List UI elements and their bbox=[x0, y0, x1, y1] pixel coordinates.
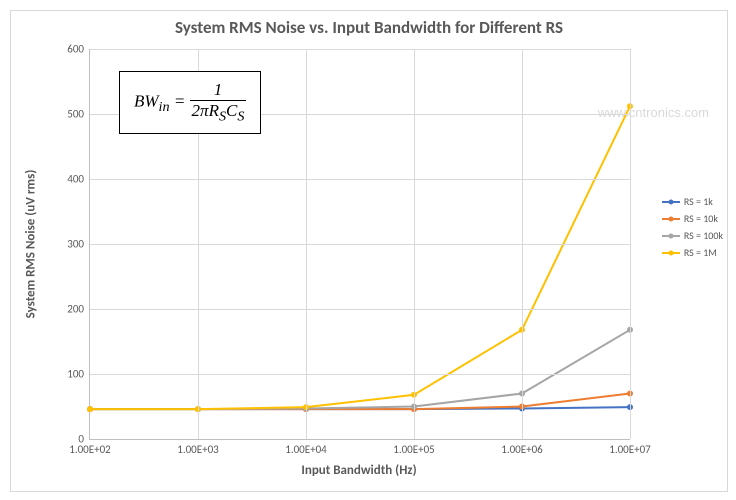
legend: RS = 1k RS = 10k RS = 100k RS = 1M bbox=[662, 191, 723, 263]
formula-fraction: 12πRSCS bbox=[190, 80, 247, 125]
legend-item: RS = 100k bbox=[662, 229, 723, 242]
x-tick: 1.00E+03 bbox=[177, 443, 219, 456]
x-tick: 1.00E+07 bbox=[609, 443, 651, 456]
y-tick: 400 bbox=[67, 173, 84, 186]
x-axis-label: Input Bandwidth (Hz) bbox=[301, 463, 416, 478]
watermark: www.cntronics.com bbox=[598, 105, 709, 120]
legend-item: RS = 10k bbox=[662, 212, 723, 225]
legend-item: RS = 1k bbox=[662, 195, 723, 208]
y-tick: 600 bbox=[67, 43, 84, 56]
x-tick: 1.00E+04 bbox=[285, 443, 327, 456]
x-tick: 1.00E+06 bbox=[501, 443, 543, 456]
y-tick: 500 bbox=[67, 108, 84, 121]
chart-canvas: System RMS Noise vs. Input Bandwidth for… bbox=[10, 10, 728, 492]
y-tick: 300 bbox=[67, 238, 84, 251]
y-tick: 100 bbox=[67, 368, 84, 381]
x-tick: 1.00E+05 bbox=[393, 443, 435, 456]
y-tick: 200 bbox=[67, 303, 84, 316]
formula-box: BWin = 12πRSCS bbox=[119, 71, 261, 134]
formula-lhs: BW bbox=[134, 92, 159, 111]
y-axis-label: System RMS Noise (uV rms) bbox=[24, 170, 39, 319]
legend-item: RS = 1M bbox=[662, 246, 723, 259]
chart-title: System RMS Noise vs. Input Bandwidth for… bbox=[11, 17, 727, 38]
x-tick: 1.00E+02 bbox=[69, 443, 111, 456]
